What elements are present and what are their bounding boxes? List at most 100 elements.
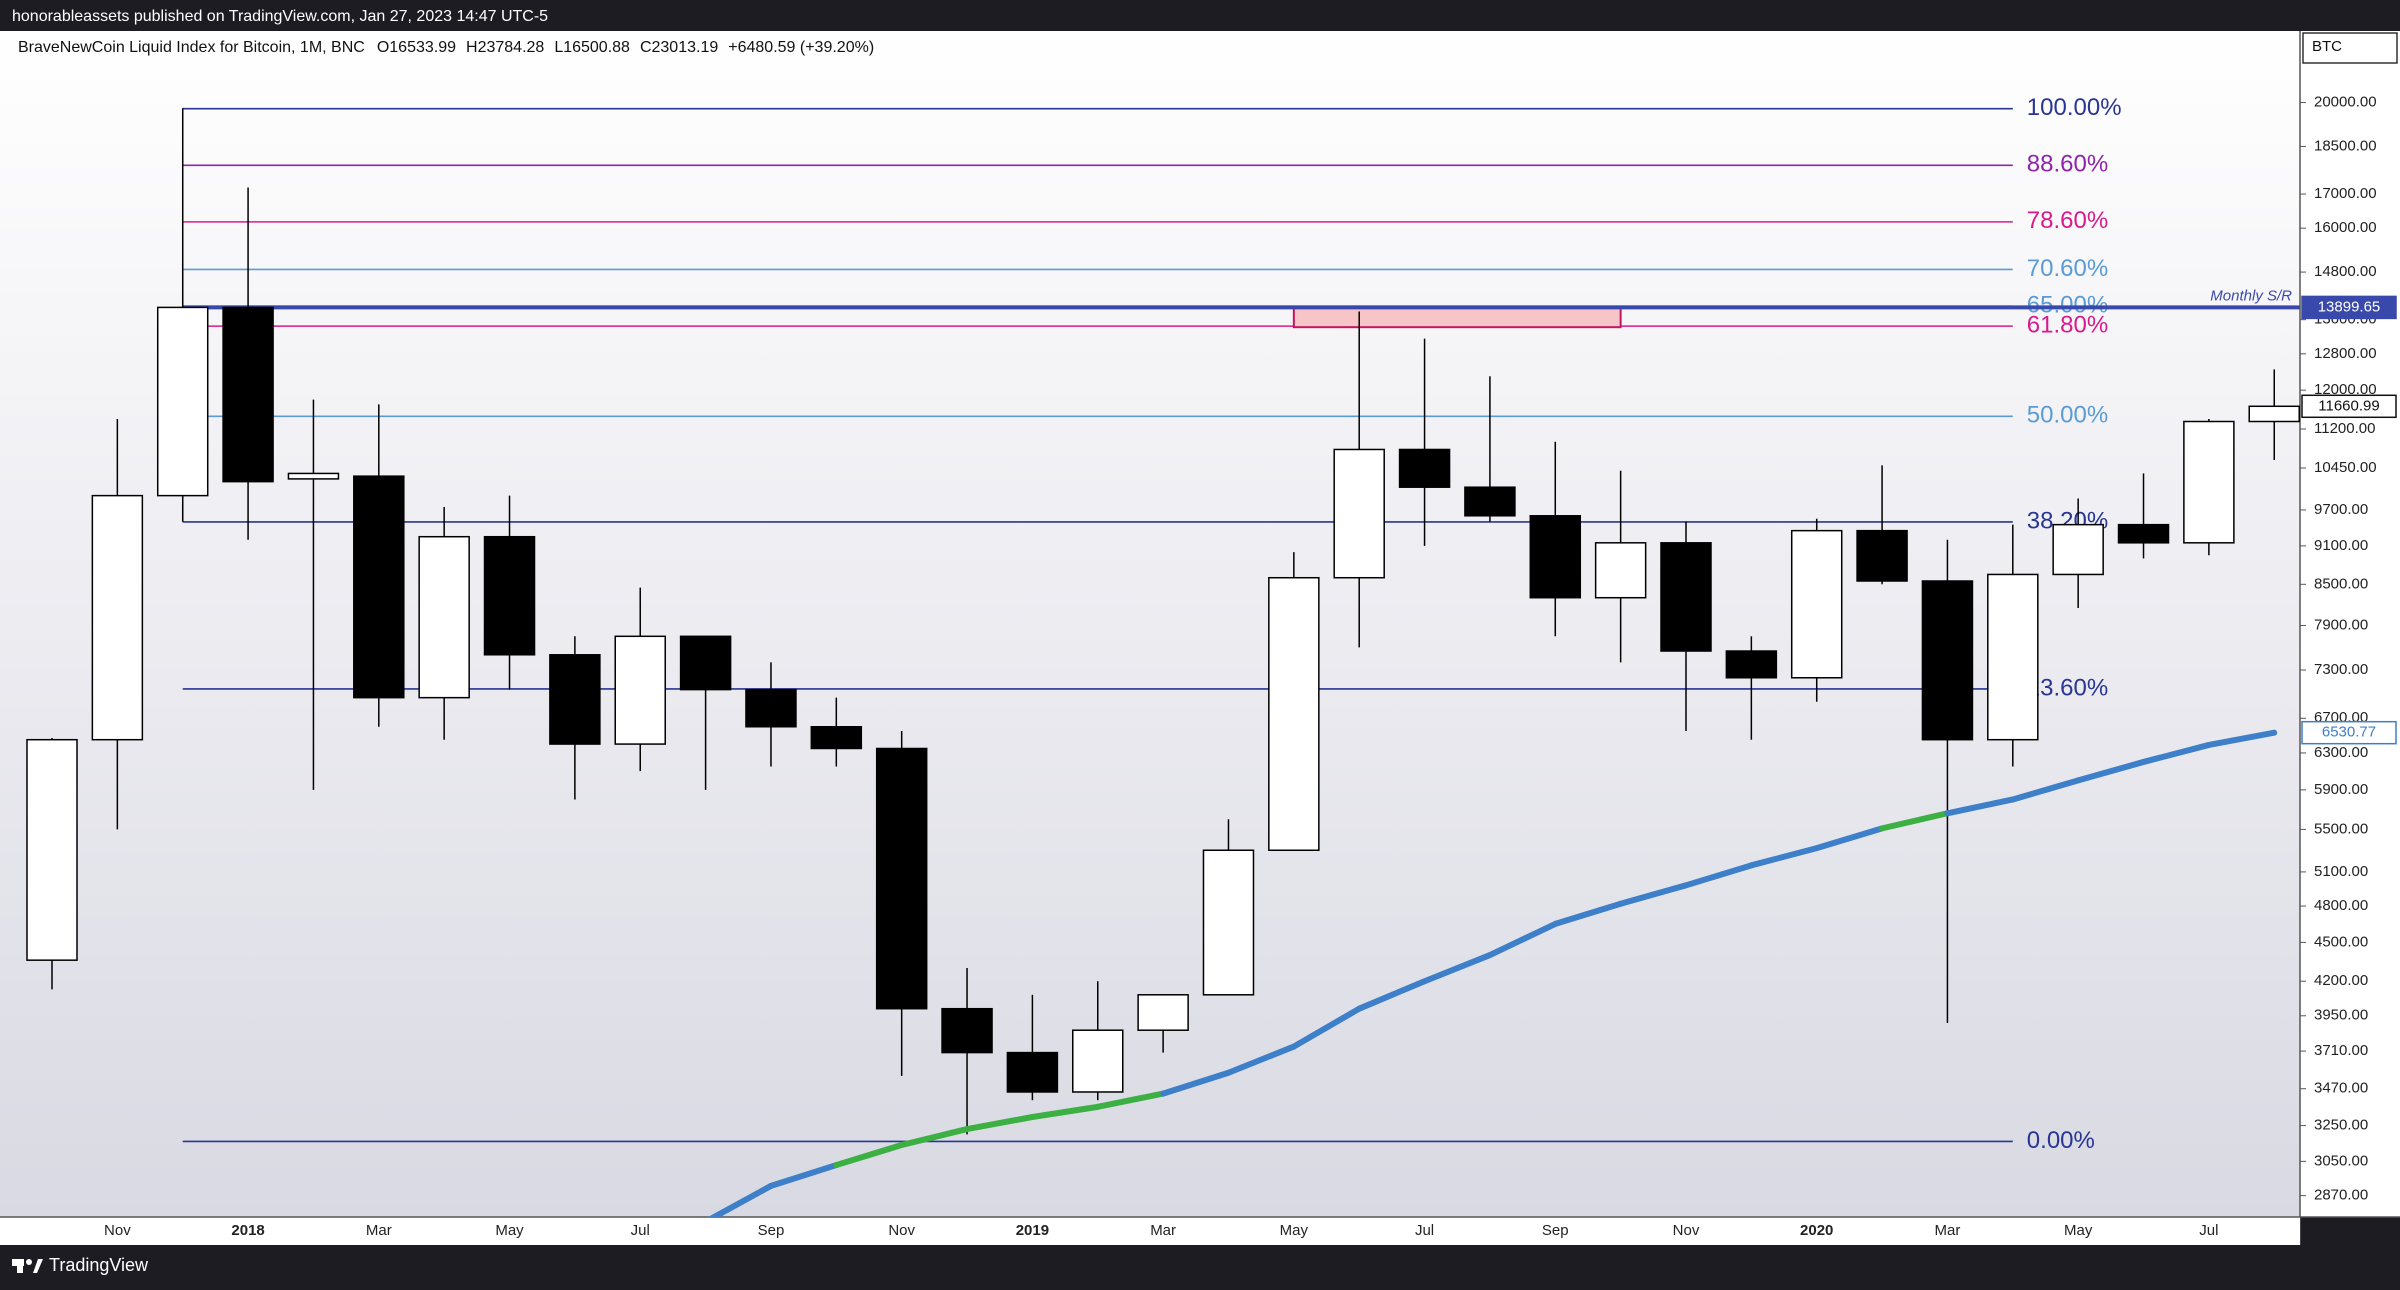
- candle-body: [2052, 523, 2104, 576]
- y-tick-label: 4500.00: [2314, 933, 2368, 950]
- moving-average: [1944, 796, 2016, 817]
- candle-body: [1464, 486, 1516, 517]
- candle-body: [941, 1007, 993, 1054]
- x-tick-label: 2018: [231, 1222, 264, 1239]
- candle-body: [679, 635, 732, 691]
- ohlc-value: O16533.99: [377, 39, 456, 56]
- x-tick-label: Jul: [2199, 1222, 2218, 1239]
- ma-price-tag-box: [2301, 720, 2397, 745]
- publisher: honorableassets published on TradingView…: [12, 8, 548, 25]
- moving-average: [898, 1126, 971, 1148]
- moving-average: [2009, 777, 2082, 803]
- y-tick-label: 10450.00: [2314, 459, 2377, 476]
- candle-body: [875, 747, 928, 1010]
- candle-body: [26, 738, 78, 961]
- candle-body: [1202, 849, 1255, 996]
- ticker-box: [2302, 32, 2398, 64]
- x-tick-label: Mar: [366, 1222, 392, 1239]
- moving-average: [1094, 1090, 1167, 1110]
- y-tick-label: 3050.00: [2314, 1152, 2368, 1169]
- y-tick-label: 8500.00: [2314, 575, 2368, 592]
- fib-label: 65.00%: [2027, 292, 2108, 319]
- candle-body: [1987, 573, 2039, 741]
- candle-body: [418, 535, 470, 699]
- candle-body: [1006, 1051, 1059, 1093]
- moving-average: [1879, 810, 1951, 832]
- last-price-tag: 11660.99: [2318, 397, 2379, 414]
- y-tick-label: 11200.00: [2314, 420, 2375, 437]
- candle-body: [2248, 405, 2300, 423]
- y-tick-label: 3710.00: [2314, 1042, 2368, 1059]
- candle-body: [1790, 529, 1843, 679]
- y-tick-label: 3250.00: [2314, 1117, 2368, 1134]
- candle-body: [1529, 515, 1582, 599]
- ohlc-value: H23784.28: [466, 39, 544, 56]
- x-tick-label: Nov: [1673, 1222, 1700, 1239]
- last-price-tag-box: [2301, 394, 2397, 419]
- symbol: BraveNewCoin Liquid Index for Bitcoin, 1…: [18, 39, 365, 56]
- y-tick-label: 2870.00: [2314, 1187, 2368, 1204]
- y-tick-label: 3470.00: [2314, 1080, 2368, 1097]
- ohlc-value: +6480.59 (+39.20%): [728, 39, 874, 56]
- fib-label: 23.60%: [2027, 674, 2108, 701]
- candle-body: [2183, 420, 2235, 544]
- candle-body: [1660, 542, 1712, 652]
- price-axis: [2300, 31, 2400, 1217]
- x-tick-label: Sep: [758, 1222, 785, 1239]
- moving-average: [2075, 758, 2147, 784]
- x-tick-label: 2020: [1800, 1222, 1833, 1239]
- moving-average: [1813, 825, 1886, 852]
- x-tick-label: Mar: [1150, 1222, 1176, 1239]
- x-tick-label: 2019: [1016, 1222, 1049, 1239]
- fib-label: 88.60%: [2027, 151, 2108, 178]
- moving-average: [964, 1114, 1036, 1133]
- moving-average: [1225, 1043, 1297, 1076]
- y-tick-label: 7900.00: [2314, 616, 2368, 633]
- moving-average: [2205, 729, 2278, 748]
- candle-body: [483, 535, 536, 656]
- x-tick-label: Nov: [888, 1222, 915, 1239]
- y-tick-label: 5100.00: [2314, 863, 2368, 880]
- resistance-zone: [1292, 306, 1622, 329]
- ohlc-value: L16500.88: [554, 39, 630, 56]
- y-tick-label: 18500.00: [2314, 137, 2377, 154]
- candle-body: [156, 306, 209, 497]
- x-tick-label: May: [2064, 1222, 2093, 1239]
- candle-body: [1137, 994, 1189, 1031]
- sr-price-tag: 13899.65: [2318, 298, 2381, 315]
- moving-average: [1552, 900, 1624, 927]
- candle-body: [1268, 576, 1320, 852]
- brand-logo: [12, 1259, 43, 1273]
- moving-average: [1029, 1103, 1101, 1121]
- moving-average: [1421, 952, 1493, 985]
- candle-body: [810, 725, 863, 750]
- candle-body: [614, 635, 666, 745]
- moving-average: [1356, 978, 1428, 1012]
- moving-average: [833, 1141, 905, 1169]
- candle-body: [91, 494, 144, 741]
- y-tick-label: 4200.00: [2314, 972, 2368, 989]
- moving-average: [1486, 920, 1559, 959]
- sr-label: Monthly S/R: [2210, 287, 2292, 304]
- ma-price-tag: 6530.77: [2322, 724, 2376, 741]
- fib-label: 100.00%: [2027, 94, 2122, 121]
- moving-average: [767, 1162, 840, 1189]
- fib-label: 61.80%: [2027, 311, 2108, 338]
- y-tick-label: 9700.00: [2314, 501, 2368, 518]
- y-tick-label: 7300.00: [2314, 661, 2368, 678]
- moving-average: [1290, 1005, 1363, 1050]
- y-tick-label: 5900.00: [2314, 781, 2368, 798]
- y-tick-label: 12000.00: [2314, 381, 2377, 398]
- candle-body: [2117, 523, 2170, 544]
- y-tick-label: 12800.00: [2314, 345, 2377, 362]
- fib-label: 78.60%: [2027, 207, 2108, 234]
- moving-average: [1160, 1069, 1232, 1097]
- y-tick-label: 5500.00: [2314, 820, 2368, 837]
- moving-average: [1748, 845, 1820, 869]
- moving-average: [1617, 882, 1689, 907]
- y-tick-label: 9100.00: [2314, 537, 2368, 554]
- moving-average: [707, 1182, 774, 1217]
- x-tick-label: May: [495, 1222, 524, 1239]
- x-tick-label: Nov: [104, 1222, 131, 1239]
- candle-body: [1921, 580, 1974, 741]
